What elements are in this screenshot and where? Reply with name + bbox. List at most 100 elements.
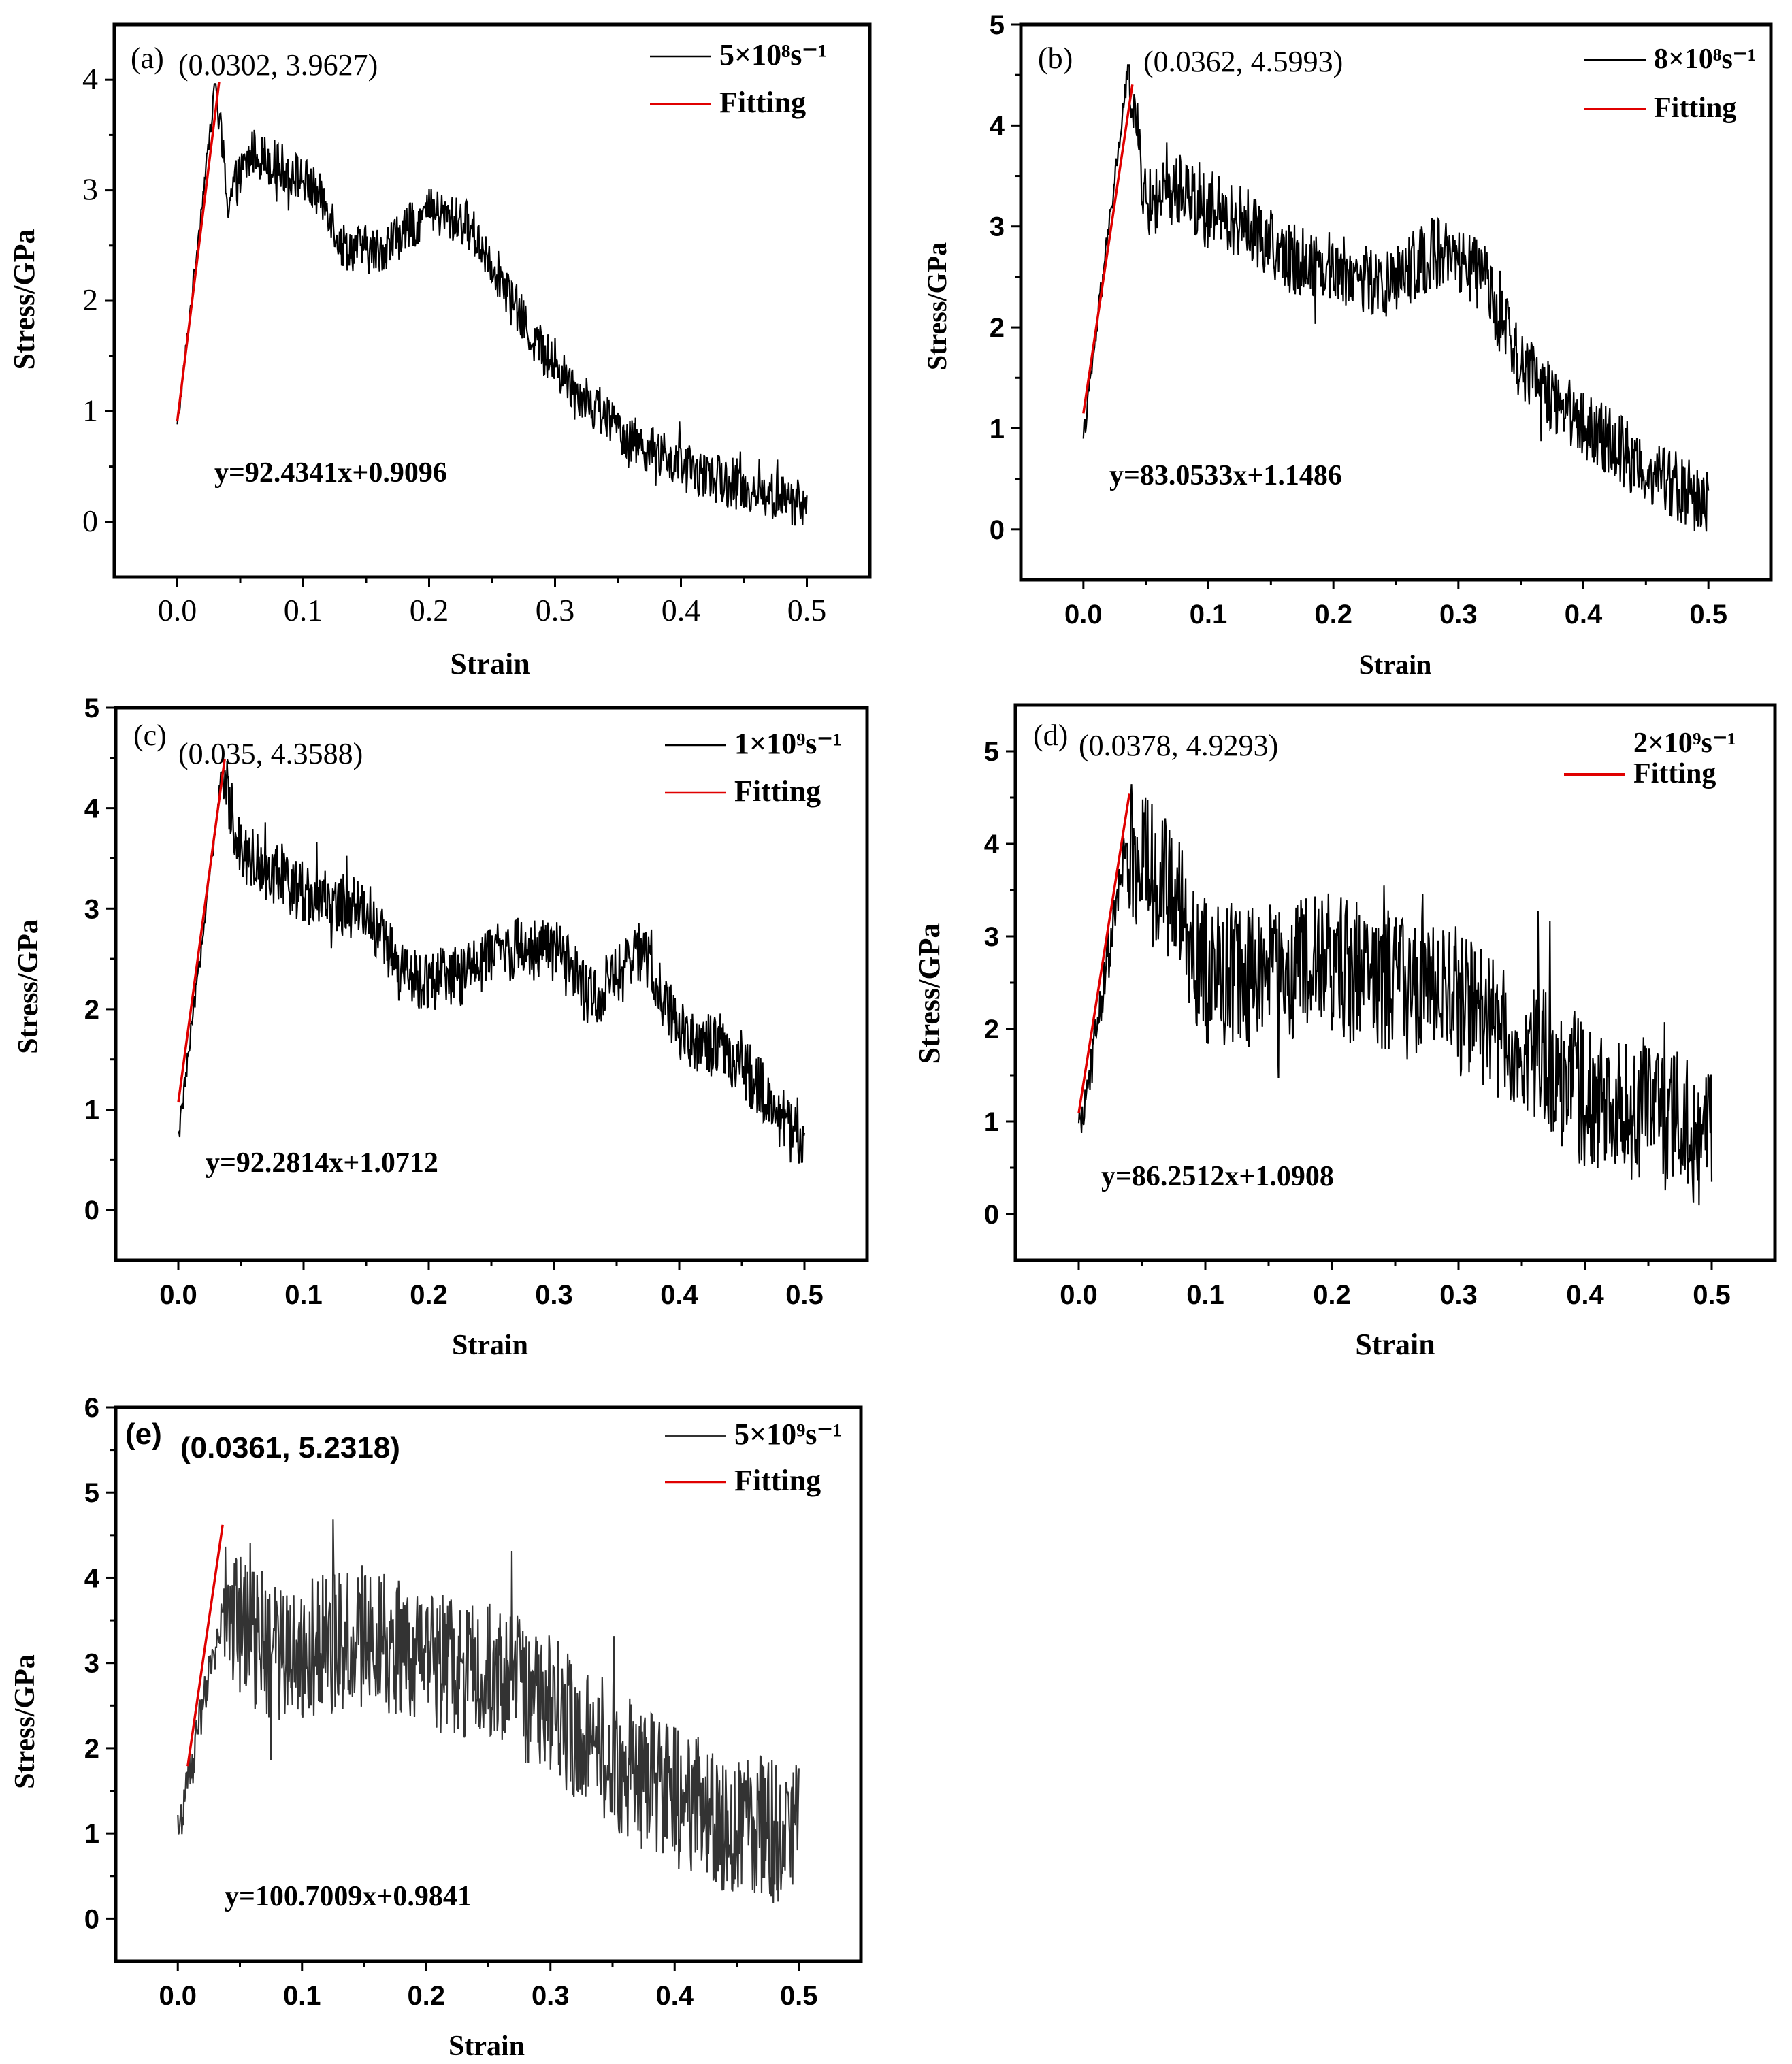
x-tick-label: 0.4 <box>1565 600 1603 629</box>
x-tick-label: 0.5 <box>785 1280 824 1310</box>
x-tick-label: 0.3 <box>1439 1280 1478 1310</box>
y-tick-label: 0 <box>990 515 1005 545</box>
y-tick-label: 4 <box>984 830 1000 859</box>
fitting-line-e <box>186 1524 224 1767</box>
peak-coordinate-label: (0.0378, 4.9293) <box>1079 729 1278 762</box>
x-axis-label: Strain <box>449 2031 525 2062</box>
legend-label: Fitting <box>1633 758 1716 789</box>
chart-panel-b: 0.0 0.1 0.2 0.3 0.4 0.5 0 1 2 3 4 5 Strain Stress/GPa… <box>922 10 1773 680</box>
y-tick-label: 0 <box>84 1196 99 1226</box>
x-tick-label: 0.2 <box>1313 1280 1351 1310</box>
y-tick-label: 4 <box>990 111 1005 141</box>
legend-label: Fitting <box>1654 93 1736 124</box>
fit-equation: y=92.2814x+1.0712 <box>206 1147 438 1179</box>
series-line-e <box>177 1519 800 1903</box>
y-tick-label: 1 <box>82 393 98 427</box>
y-tick-label: 0 <box>984 1200 999 1230</box>
x-tick-label: 0.2 <box>1314 600 1352 629</box>
legend-label: 5×10⁹s⁻¹ <box>734 1418 842 1451</box>
y-tick-label: 2 <box>984 1015 999 1045</box>
y-axis-label: Stress/GPa <box>10 1654 41 1789</box>
x-tick-label: 0.4 <box>655 1981 694 2011</box>
y-tick-label: 6 <box>84 1393 99 1423</box>
y-tick-label: 2 <box>84 1734 99 1764</box>
x-tick-label: 0.5 <box>1693 1280 1731 1310</box>
y-tick-label: 5 <box>984 737 999 767</box>
x-tick-label: 0.0 <box>159 1981 197 2011</box>
panel-label: (d) <box>1033 719 1068 752</box>
x-tick-label: 0.0 <box>1060 1280 1098 1310</box>
x-tick-label: 0.5 <box>1689 600 1727 629</box>
y-tick-label: 3 <box>984 922 999 952</box>
x-axis-label: Strain <box>450 647 530 681</box>
x-tick-label: 0.3 <box>536 593 575 627</box>
x-tick-label: 0.3 <box>1439 600 1478 629</box>
x-tick-label: 0.1 <box>283 1981 321 2011</box>
x-axis-label: Strain <box>1355 1328 1435 1361</box>
y-tick-label: 2 <box>82 282 98 317</box>
x-tick-label: 0.1 <box>284 593 323 627</box>
legend-label: Fitting <box>719 86 806 119</box>
x-tick-label: 0.0 <box>1064 600 1103 629</box>
x-tick-label: 0.1 <box>1186 1280 1224 1310</box>
y-tick-label: 0 <box>82 504 98 538</box>
y-tick-label: 1 <box>84 1819 99 1849</box>
peak-coordinate-label: (0.0361, 5.2318) <box>180 1431 400 1464</box>
y-tick-label: 1 <box>990 414 1005 444</box>
fitting-line-d <box>1077 793 1131 1113</box>
fit-equation: y=83.0533x+1.1486 <box>1109 460 1342 491</box>
x-tick-label: 0.5 <box>780 1981 818 2011</box>
series-line-d <box>1077 784 1713 1206</box>
y-tick-label: 3 <box>84 1649 99 1679</box>
legend-label: 2×10⁹s⁻¹ <box>1633 727 1736 759</box>
chart-panel-d: 0.0 0.1 0.2 0.3 0.4 0.5 0 1 2 3 4 5 Strain Stress/GPa… <box>913 703 1777 1361</box>
panel-label: (e) <box>125 1418 162 1451</box>
y-tick-label: 5 <box>84 693 99 723</box>
series-line-b <box>1082 64 1710 532</box>
x-tick-label: 0.4 <box>662 593 701 627</box>
y-tick-label: 1 <box>984 1107 999 1137</box>
fitting-line-a <box>176 82 221 422</box>
y-tick-label: 1 <box>84 1096 99 1126</box>
y-axis-label: Stress/GPa <box>922 242 952 370</box>
x-tick-label: 0.1 <box>284 1280 323 1310</box>
x-tick-label: 0.5 <box>787 593 827 627</box>
y-tick-label: 5 <box>990 10 1005 40</box>
y-tick-label: 5 <box>84 1478 99 1508</box>
chart-panel-c: 0.0 0.1 0.2 0.3 0.4 0.5 0 1 2 3 4 5 Strain Stress/GPa… <box>13 693 869 1361</box>
series-line-a <box>176 83 808 526</box>
panel-label: (b) <box>1038 42 1073 75</box>
legend: 5×10⁸s⁻¹ Fitting <box>650 38 827 119</box>
x-tick-label: 0.4 <box>660 1280 698 1310</box>
y-tick-label: 3 <box>84 894 99 924</box>
legend-label: 5×10⁸s⁻¹ <box>719 38 827 71</box>
series-line-c <box>178 760 806 1164</box>
chart-panel-a: 0.0 0.1 0.2 0.3 0.4 0.5 0 1 2 3 4 Strain Stress/GPa (… <box>7 22 872 681</box>
fitting-line-b <box>1082 84 1134 414</box>
x-tick-label: 0.3 <box>532 1981 570 2011</box>
fitting-line-c <box>177 759 226 1103</box>
x-tick-label: 0.2 <box>410 1280 448 1310</box>
x-axis-label: Strain <box>1359 649 1432 680</box>
fit-equation: y=92.4341x+0.9096 <box>214 457 447 489</box>
x-tick-label: 0.2 <box>410 593 449 627</box>
peak-coordinate-label: (0.035, 4.3588) <box>178 737 363 770</box>
y-tick-label: 4 <box>82 61 98 96</box>
chart-panel-e: 0.0 0.1 0.2 0.3 0.4 0.5 0 1 2 3 4 5 6 Strain Stress/GP… <box>10 1393 863 2062</box>
y-tick-label: 2 <box>84 995 99 1025</box>
x-tick-label: 0.2 <box>407 1981 445 2011</box>
x-tick-label: 0.4 <box>1566 1280 1604 1310</box>
x-tick-label: 0.1 <box>1190 600 1228 629</box>
y-tick-label: 0 <box>84 1904 99 1934</box>
y-tick-label: 3 <box>82 172 98 207</box>
legend-label: 1×10⁹s⁻¹ <box>734 727 842 760</box>
legend-label: 8×10⁸s⁻¹ <box>1654 44 1757 75</box>
legend-label: Fitting <box>734 774 821 808</box>
y-tick-label: 4 <box>84 794 100 824</box>
y-axis-label: Stress/GPa <box>913 923 946 1064</box>
y-tick-label: 2 <box>990 313 1005 343</box>
fit-equation: y=100.7009x+0.9841 <box>225 1881 472 1912</box>
legend-label: Fitting <box>734 1464 821 1497</box>
